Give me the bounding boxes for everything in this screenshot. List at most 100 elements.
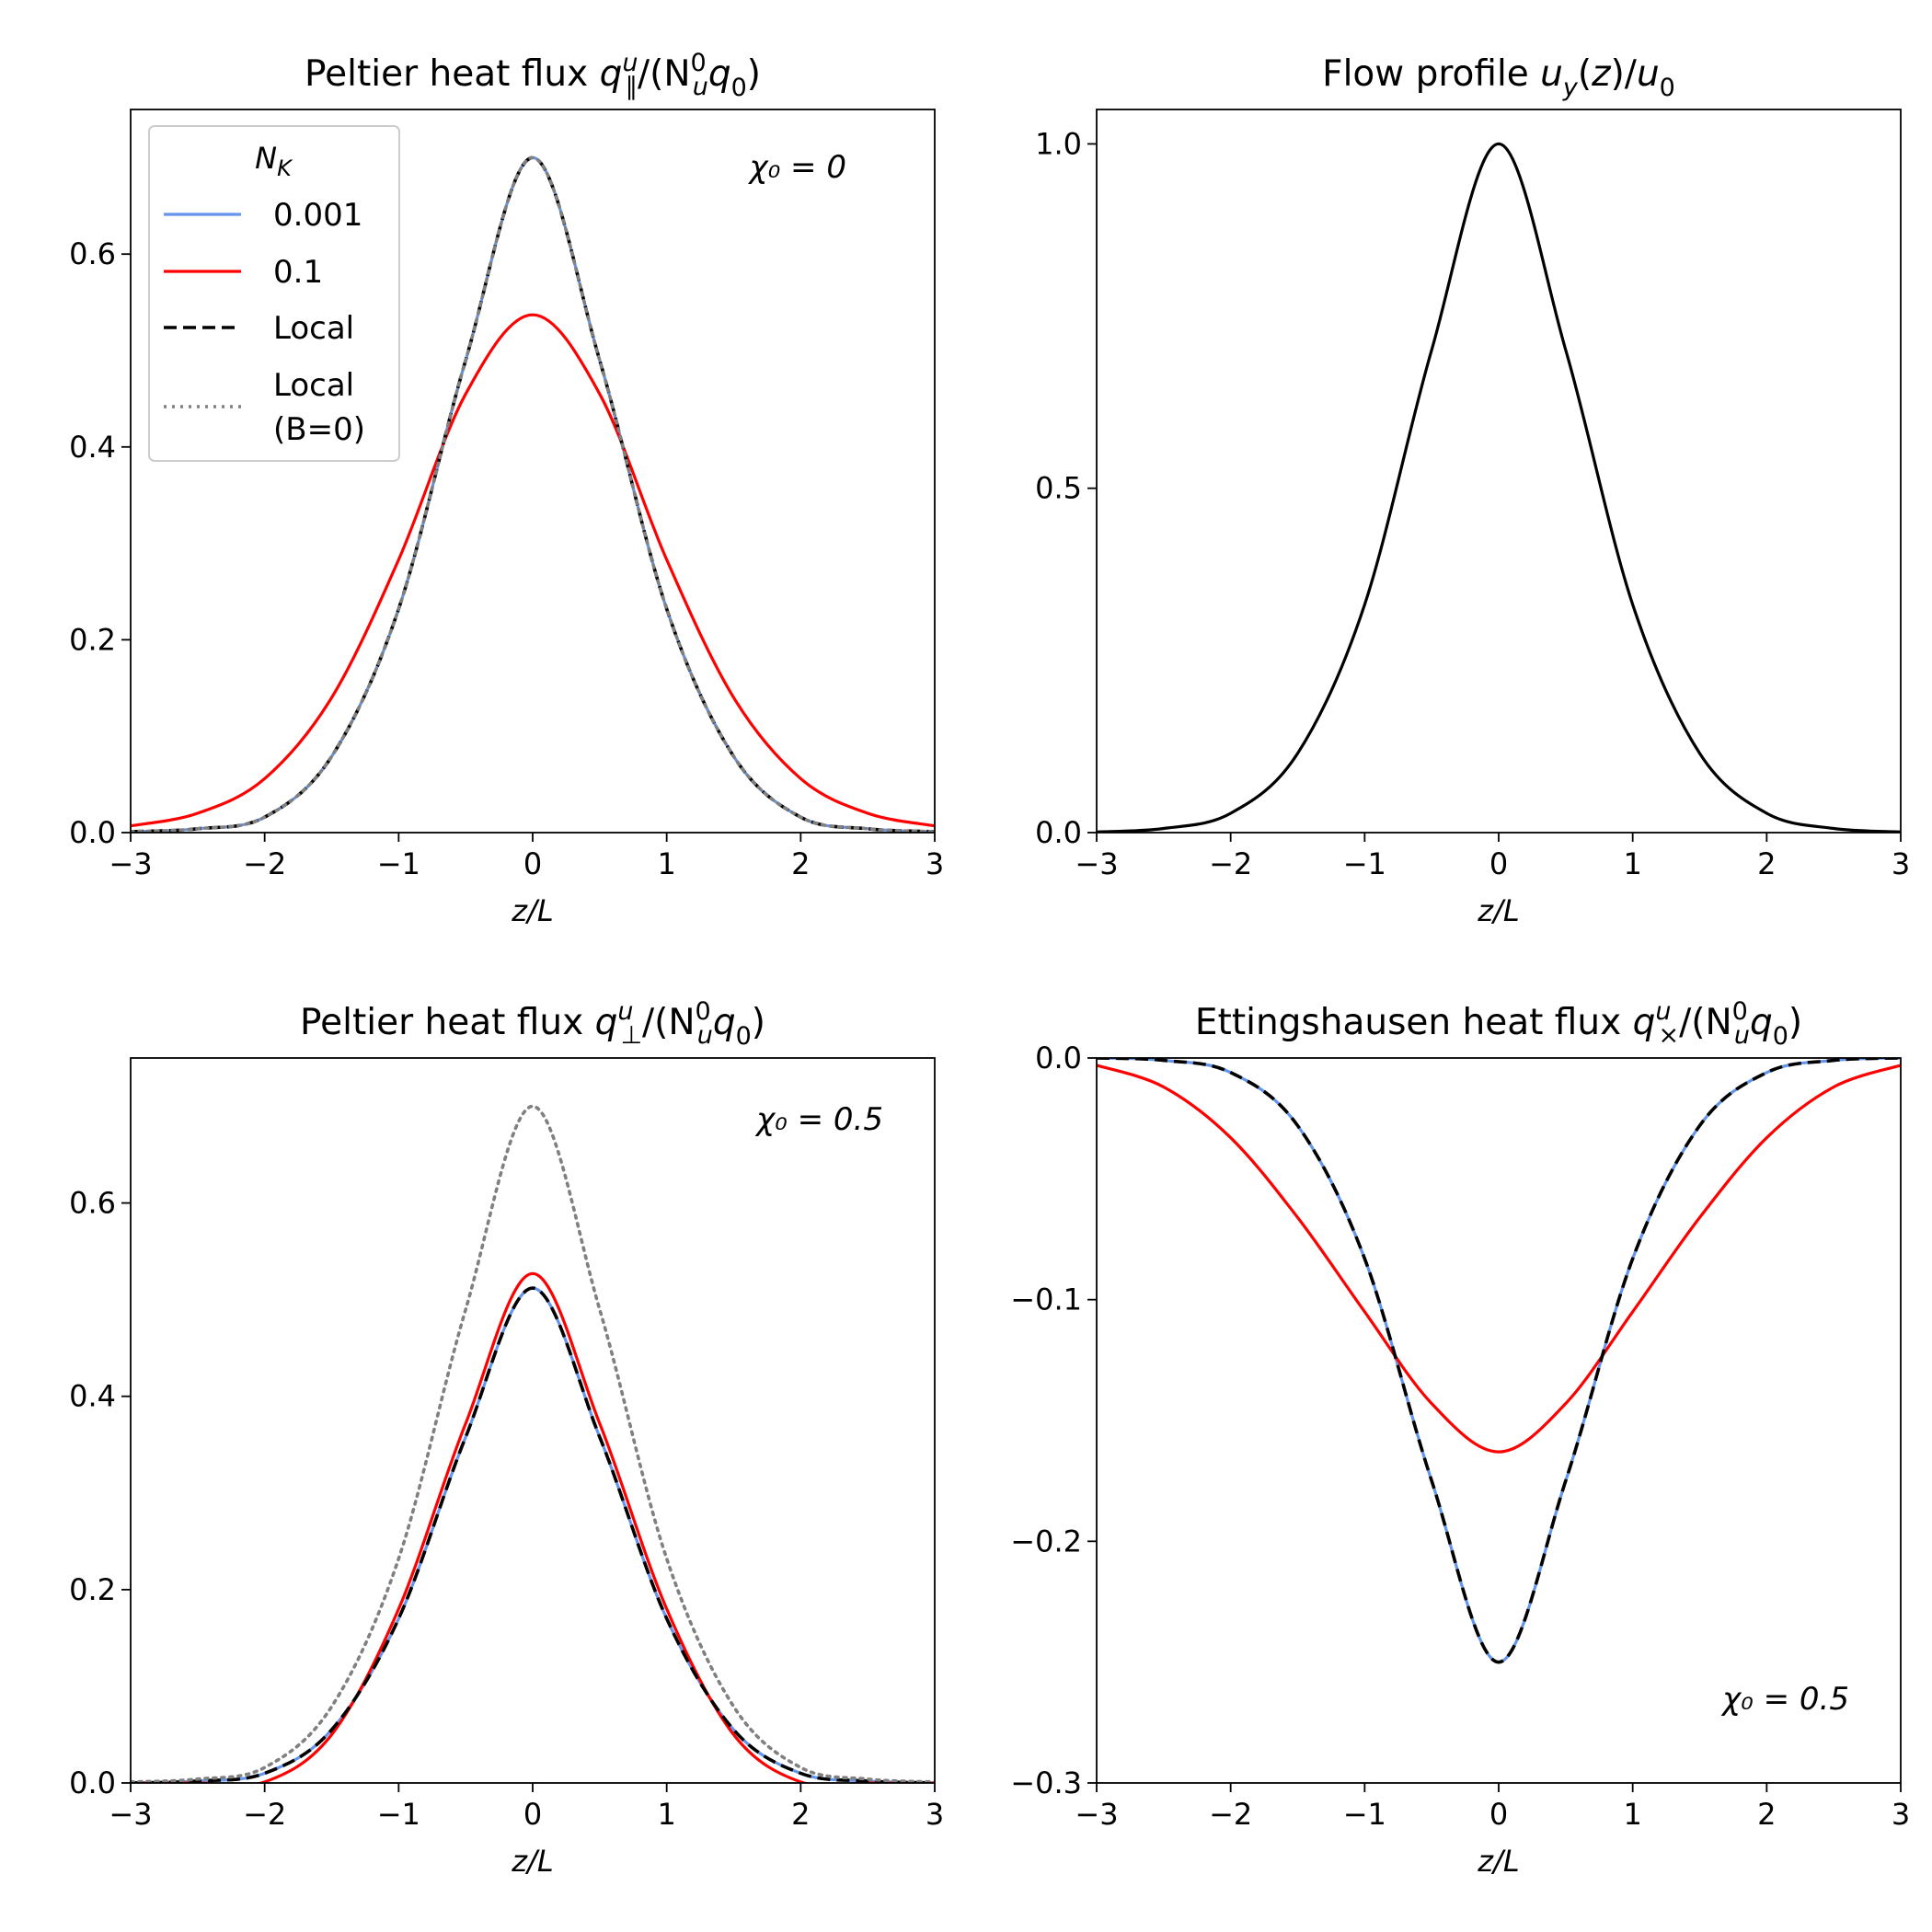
title-var: q — [595, 1002, 618, 1043]
y-tick-label: 0.0 — [1035, 815, 1082, 850]
chart-q_cross: −3 −2 −1 0 1 2 3 −0.3 −0.2 −0.1 0.0 z/L Ettingshause… — [1010, 997, 1910, 1879]
title-sub: 0 — [736, 1022, 752, 1051]
x-tick-label: 2 — [1757, 846, 1776, 881]
title-sub: u — [693, 73, 708, 101]
legend-label: Local — [273, 367, 354, 404]
title-sub: 0 — [1660, 74, 1675, 102]
title-text: Peltier heat flux — [300, 1002, 595, 1043]
series-line-local — [131, 1286, 935, 1783]
y-tick-label: −0.2 — [1010, 1524, 1082, 1558]
legend-label: 0.1 — [273, 254, 323, 291]
axes-frame — [130, 1057, 936, 1784]
x-tick-label: −2 — [1209, 1797, 1252, 1832]
series-line-0-001 — [1097, 1058, 1901, 1664]
y-tick-label: 0.4 — [69, 430, 116, 465]
title-text: Ettingshausen heat flux — [1195, 1002, 1633, 1043]
title-text: ( — [1578, 53, 1592, 95]
legend-title-var: N — [255, 141, 277, 176]
chi-annotation: χ₀ = 0 — [748, 149, 847, 186]
series-line-0-001 — [131, 1286, 935, 1783]
title-sup: 0 — [1732, 997, 1748, 1026]
y-tick-label: 0.0 — [1035, 1041, 1082, 1075]
y-tick-label: −0.1 — [1010, 1282, 1082, 1317]
title-sub: y — [1562, 74, 1579, 102]
y-tick-label: 0.5 — [1035, 471, 1082, 506]
title-sub: × — [1658, 1021, 1679, 1050]
x-tick-label: −3 — [109, 846, 152, 881]
x-tick-label: −2 — [243, 1797, 286, 1832]
x-tick-label: 0 — [1489, 846, 1508, 881]
title-sup: u — [622, 49, 638, 77]
x-tick-label: −1 — [377, 1797, 420, 1832]
title-sup: u — [617, 997, 633, 1026]
title-sub: 0 — [1773, 1022, 1788, 1051]
series-group — [1097, 1058, 1901, 1664]
series-line-0-1 — [1097, 1064, 1901, 1454]
axes-frame — [1096, 1057, 1902, 1784]
title-var: q — [1633, 1002, 1656, 1043]
x-tick-label: −3 — [1075, 1797, 1118, 1832]
legend-title-sub: K — [277, 155, 293, 181]
x-tick-label: 1 — [657, 1797, 675, 1832]
title-var: z — [1591, 53, 1612, 95]
title-text: /(N — [1679, 1002, 1732, 1043]
series-line-local-b-0- — [131, 155, 935, 833]
chart-title: Flow profile uy(z)/u0 — [1322, 53, 1675, 102]
chart-q_par: −3 −2 −1 0 1 2 3 0.0 0.2 0.4 0.6 z/L Peltier heat fl… — [69, 49, 944, 928]
title-text: ) — [747, 53, 761, 95]
title-sub: u — [1734, 1021, 1750, 1050]
axes-frame — [1096, 109, 1902, 834]
x-tick-label: −2 — [1209, 846, 1252, 881]
title-sub: u — [697, 1021, 713, 1050]
y-tick-label: 0.0 — [69, 1765, 116, 1800]
title-sub: ∥ — [625, 73, 638, 101]
y-tick-label: 0.0 — [69, 815, 116, 850]
title-var: q — [600, 53, 623, 95]
series-line-0-1 — [131, 1271, 935, 1783]
legend-label: (B=0) — [273, 411, 365, 448]
chart-title: Ettingshausen heat flux qu ×/(N0 uq0) — [1195, 997, 1802, 1051]
chi-annotation: χ₀ = 0.5 — [1720, 1681, 1849, 1718]
x-tick-label: −1 — [377, 846, 420, 881]
x-tick-label: 0 — [1489, 1797, 1508, 1832]
title-text: Flow profile — [1322, 53, 1540, 95]
legend-label: Local — [273, 310, 354, 347]
title-sup: u — [1655, 997, 1671, 1026]
x-tick-label: 1 — [1623, 846, 1641, 881]
series-line-local-b-0- — [131, 1104, 935, 1783]
x-tick-label: 3 — [1892, 1797, 1910, 1832]
y-tick-label: 0.6 — [69, 1186, 116, 1221]
series-line-u-y — [1097, 142, 1901, 833]
x-tick-label: 1 — [1623, 1797, 1641, 1832]
title-text: /(N — [642, 1002, 696, 1043]
title-sub: 0 — [731, 74, 747, 102]
x-tick-label: 0 — [523, 846, 542, 881]
legend-title: NK — [255, 141, 293, 181]
title-text: /(N — [638, 53, 691, 95]
chart-q_perp: −3 −2 −1 0 1 2 3 0.0 0.2 0.4 0.6 z/L Peltier heat fl… — [69, 997, 944, 1879]
title-var: q — [713, 1002, 736, 1043]
title-text: )/ — [1611, 53, 1638, 95]
chi-annotation: χ₀ = 0.5 — [754, 1101, 883, 1138]
x-tick-label: 2 — [791, 846, 810, 881]
x-tick-label: 3 — [926, 846, 944, 881]
x-tick-label: 3 — [926, 1797, 944, 1832]
y-tick-label: 1.0 — [1035, 126, 1082, 161]
x-tick-label: −3 — [109, 1797, 152, 1832]
x-tick-label: −1 — [1343, 846, 1386, 881]
legend-box — [148, 125, 400, 462]
y-tick-label: 0.2 — [69, 622, 116, 657]
y-tick-label: 0.4 — [69, 1379, 116, 1414]
chart-title: Peltier heat flux qu ∥/(N0 uq0) — [305, 49, 761, 102]
title-sub: ⊥ — [620, 1021, 642, 1050]
title-text: Peltier heat flux — [305, 53, 600, 95]
title-var: u — [1540, 53, 1563, 95]
x-axis-label: z/L — [511, 893, 553, 928]
x-axis-label: z/L — [1477, 1844, 1519, 1879]
y-tick-label: −0.3 — [1010, 1765, 1082, 1800]
series-group — [1097, 142, 1901, 833]
x-tick-label: 1 — [657, 846, 675, 881]
x-axis-label: z/L — [1477, 893, 1519, 928]
